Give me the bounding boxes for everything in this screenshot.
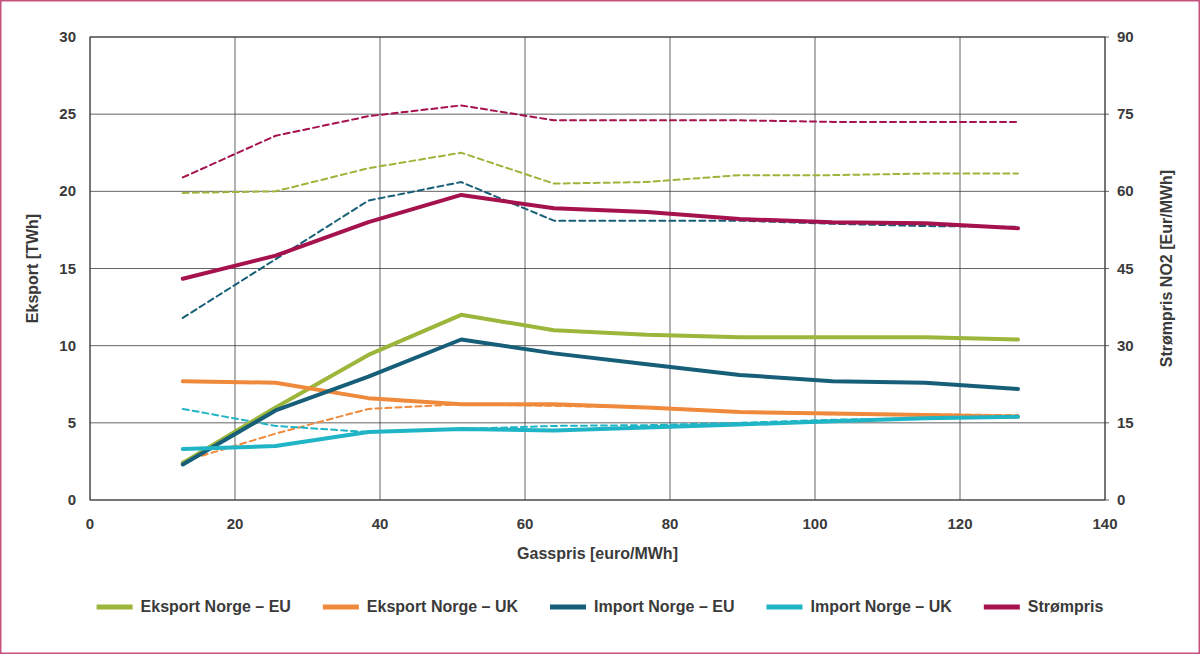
legend: Eksport Norge – EU Eksport Norge – UK Impo… <box>97 598 1104 615</box>
legend-label: Strømpris <box>1028 598 1104 615</box>
y-grid-line <box>90 114 1105 115</box>
legend-swatch <box>550 605 586 610</box>
y2-tick <box>1105 268 1109 269</box>
y2-tick <box>1105 191 1109 192</box>
y-tick-label: 10 <box>59 337 76 354</box>
y2-tick-label: 45 <box>1117 260 1134 277</box>
legend-label: Eksport Norge – EU <box>141 598 291 615</box>
x-tick-label: 140 <box>1092 515 1117 532</box>
y2-axis-title: Strømpris NO2 [Eur/MWh] <box>1158 170 1175 367</box>
y-axis-title: Eksport [TWh] <box>24 214 41 323</box>
y-grid-line <box>90 422 1105 423</box>
dashed-line <box>183 105 1018 177</box>
y2-tick-label: 30 <box>1117 337 1134 354</box>
x-tick-label: 60 <box>517 515 534 532</box>
series-line <box>183 417 1018 449</box>
y2-tick <box>1105 422 1109 423</box>
legend-swatch <box>97 605 133 610</box>
y2-tick <box>1105 37 1109 38</box>
legend-swatch <box>323 605 359 610</box>
y-tick-label: 30 <box>59 28 76 45</box>
x-tick-label: 0 <box>86 515 94 532</box>
x-tick-label: 80 <box>662 515 679 532</box>
legend-label: Import Norge – UK <box>810 598 952 615</box>
series-line <box>183 195 1018 279</box>
legend-label: Eksport Norge – UK <box>367 598 519 615</box>
x-tick-label: 120 <box>947 515 972 532</box>
x-tick-label: 20 <box>227 515 244 532</box>
y-tick-label: 0 <box>68 491 76 508</box>
series-line <box>183 339 1018 464</box>
series-line <box>183 315 1018 463</box>
y2-tick-label: 75 <box>1117 105 1134 122</box>
dashed-line <box>183 182 1018 318</box>
y2-tick-label: 60 <box>1117 182 1134 199</box>
y2-tick <box>1105 345 1109 346</box>
y-tick-label: 25 <box>59 105 76 122</box>
y2-tick <box>1105 114 1109 115</box>
plot-data <box>183 105 1018 464</box>
y2-tick-label: 90 <box>1117 28 1134 45</box>
outer-frame <box>1 1 1200 654</box>
y2-tick-label: 15 <box>1117 414 1134 431</box>
legend-swatch <box>984 605 1020 610</box>
x-tick-label: 100 <box>802 515 827 532</box>
y-grid-line <box>90 268 1105 269</box>
y-tick-label: 5 <box>68 414 76 431</box>
legend-label: Import Norge – EU <box>594 598 734 615</box>
y-tick-label: 15 <box>59 260 76 277</box>
dashed-line <box>183 153 1018 193</box>
plot-frame <box>90 37 1105 500</box>
grid <box>90 37 1105 500</box>
y-tick-label: 20 <box>59 182 76 199</box>
legend-swatch <box>766 605 802 610</box>
chart: 0204060801001201400510152025300153045607… <box>0 0 1200 654</box>
y2-tick-label: 0 <box>1117 491 1125 508</box>
x-axis-title: Gasspris [euro/MWh] <box>517 545 678 562</box>
y-grid-line <box>90 345 1105 346</box>
x-tick-label: 40 <box>372 515 389 532</box>
y2-tick <box>1105 500 1109 501</box>
